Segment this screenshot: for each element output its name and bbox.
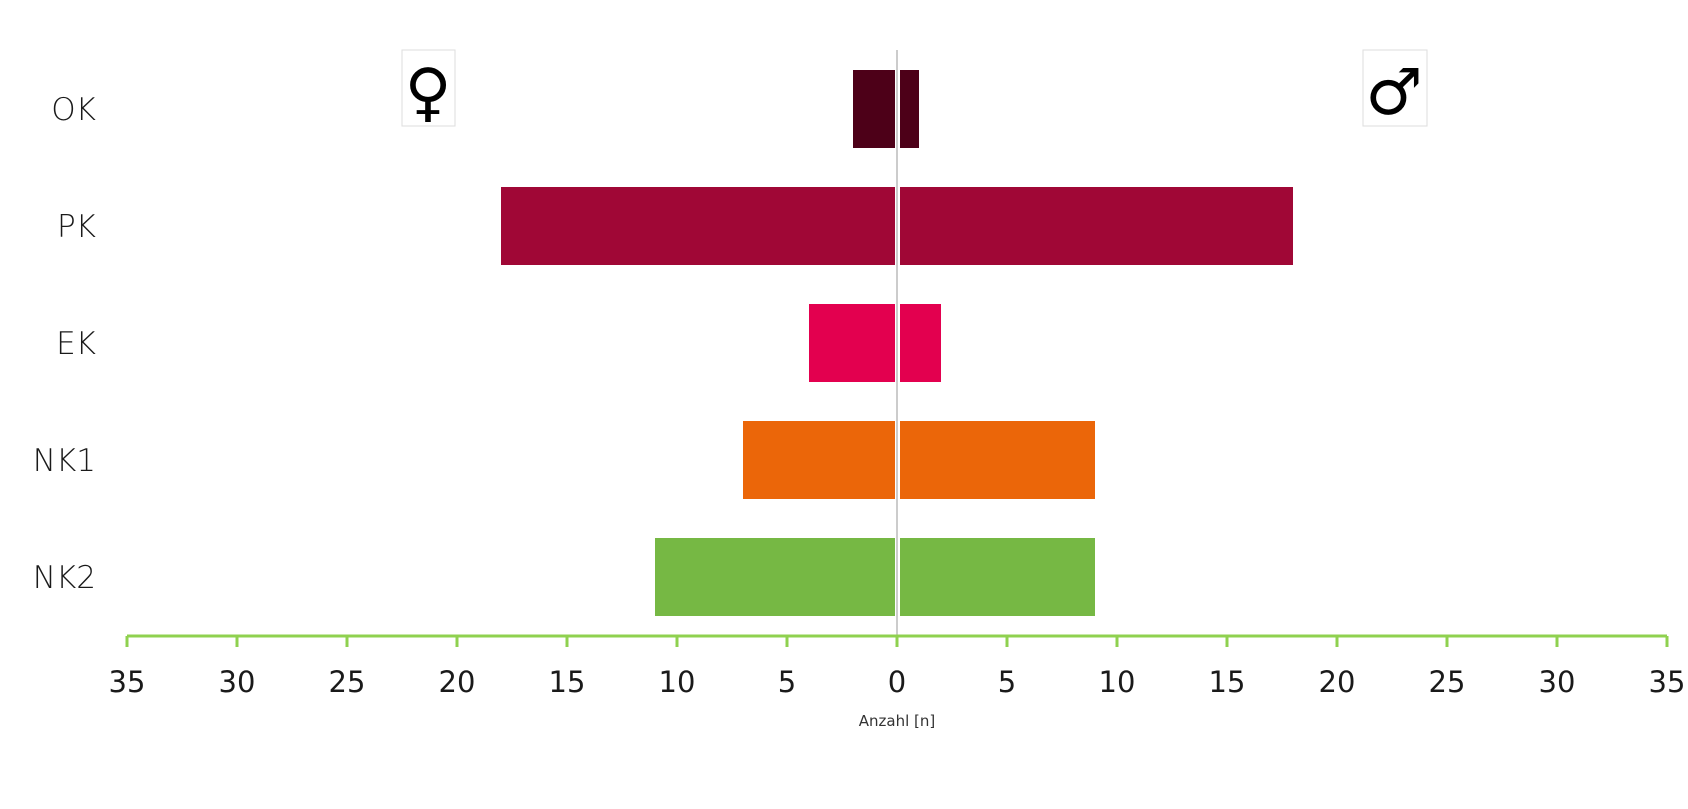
bar-female-ek <box>809 304 895 382</box>
bar-female-ok <box>853 70 895 148</box>
category-label-nk2: NK2 <box>33 560 96 596</box>
category-labels: OK PK EK NK1 NK2 <box>33 92 96 596</box>
bar-male-nk1 <box>900 421 1095 499</box>
bars-group <box>501 70 1293 616</box>
bar-female-pk <box>501 187 895 265</box>
bar-male-nk2 <box>900 538 1095 616</box>
x-tick-label: 20 <box>1319 665 1356 699</box>
x-axis: 35 30 25 20 15 10 5 0 5 10 15 20 25 30 35 <box>109 634 1686 699</box>
female-symbol-icon: ♀ <box>401 49 456 130</box>
x-tick-label: 10 <box>1099 665 1136 699</box>
x-tick-label: 30 <box>219 665 256 699</box>
x-tick-label: 10 <box>659 665 696 699</box>
x-tick-label: 15 <box>549 665 586 699</box>
x-tick-label: 30 <box>1539 665 1576 699</box>
female-symbol-glyph: ♀ <box>405 56 452 130</box>
bar-female-nk2 <box>655 538 895 616</box>
bar-female-nk1 <box>743 421 895 499</box>
category-label-nk1: NK1 <box>33 443 96 479</box>
x-tick-label: 5 <box>778 665 796 699</box>
category-label-pk: PK <box>57 209 96 245</box>
x-tick-label: 0 <box>888 665 906 699</box>
bar-male-ok <box>900 70 919 148</box>
bar-male-ek <box>900 304 941 382</box>
x-tick-label: 25 <box>329 665 366 699</box>
x-axis-title: Anzahl [n] <box>859 712 936 730</box>
category-label-ok: OK <box>51 92 96 128</box>
x-tick-label: 35 <box>1649 665 1686 699</box>
x-tick-label: 35 <box>109 665 146 699</box>
x-tick-label: 25 <box>1429 665 1466 699</box>
category-label-ek: EK <box>56 326 96 362</box>
male-symbol-glyph: ♂ <box>1365 56 1422 130</box>
male-symbol-icon: ♂ <box>1362 49 1428 130</box>
x-tick-label: 5 <box>998 665 1016 699</box>
x-tick-label: 20 <box>439 665 476 699</box>
x-tick-label: 15 <box>1209 665 1246 699</box>
bar-male-pk <box>900 187 1293 265</box>
gender-symbols: ♀ ♂ <box>401 49 1428 130</box>
